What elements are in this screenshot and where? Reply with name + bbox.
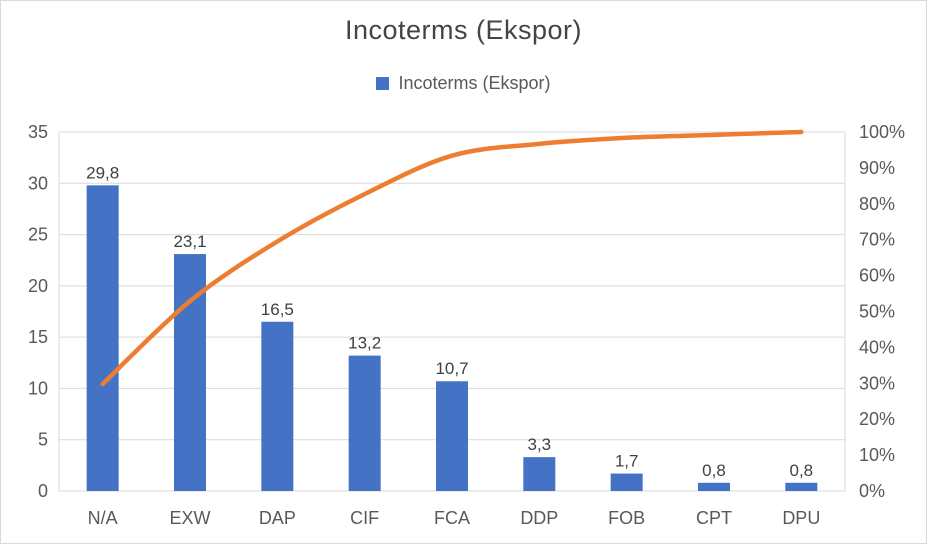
legend: Incoterms (Ekspor) — [1, 73, 926, 94]
bar-ddp — [523, 457, 556, 491]
right-axis-tick-label: 10% — [859, 445, 895, 465]
category-label: DPU — [782, 508, 820, 528]
left-axis-tick-label: 35 — [28, 122, 48, 142]
right-axis-tick-label: 80% — [859, 194, 895, 214]
bar-value-label: 3,3 — [528, 435, 552, 454]
right-axis-tick-label: 70% — [859, 230, 895, 250]
bar-value-label: 0,8 — [702, 461, 726, 480]
category-label: EXW — [169, 508, 210, 528]
bar-value-label: 0,8 — [790, 461, 814, 480]
chart-title: Incoterms (Ekspor) — [344, 15, 583, 45]
left-axis-tick-label: 30 — [28, 173, 48, 193]
category-label: CPT — [696, 508, 732, 528]
category-label: DDP — [520, 508, 558, 528]
bar-dap — [261, 321, 294, 491]
left-axis-tick-label: 20 — [28, 276, 48, 296]
left-axis-tick-label: 25 — [28, 225, 48, 245]
left-axis-tick-label: 15 — [28, 327, 48, 347]
bar-cpt — [698, 482, 730, 491]
category-label: N/A — [88, 508, 118, 528]
bar-fca — [436, 381, 468, 491]
category-label: DAP — [259, 508, 296, 528]
right-axis-tick-label: 90% — [859, 158, 895, 178]
category-label: CIF — [350, 508, 379, 528]
bar-value-label: 10,7 — [435, 359, 468, 378]
legend-swatch-icon — [376, 77, 390, 90]
bar-value-label: 1,7 — [615, 452, 639, 471]
left-axis-tick-label: 0 — [38, 481, 48, 501]
right-axis-tick-label: 20% — [859, 409, 895, 429]
right-axis-tick-label: 40% — [859, 337, 895, 357]
bar-value-label: 16,5 — [261, 300, 294, 319]
right-axis-tick-label: 0% — [859, 481, 885, 501]
right-axis-tick-label: 30% — [859, 373, 895, 393]
bar-cif — [348, 355, 381, 491]
bar-value-label: 13,2 — [348, 334, 381, 353]
category-label: FOB — [608, 508, 645, 528]
right-axis-tick-label: 60% — [859, 266, 895, 286]
cumulative-line — [100, 129, 804, 387]
right-axis-tick-label: 100% — [859, 122, 905, 142]
bar-fob — [610, 473, 643, 491]
bar-value-label: 29,8 — [86, 163, 119, 182]
left-axis-tick-label: 5 — [38, 430, 48, 450]
bar-dpu — [785, 482, 818, 491]
legend-label: Incoterms (Ekspor) — [398, 73, 551, 93]
bar-na — [86, 185, 119, 491]
left-axis-tick-label: 10 — [28, 378, 48, 398]
category-label: FCA — [434, 508, 470, 528]
bar-value-label: 23,1 — [173, 232, 206, 251]
right-axis-tick-label: 50% — [859, 302, 895, 322]
